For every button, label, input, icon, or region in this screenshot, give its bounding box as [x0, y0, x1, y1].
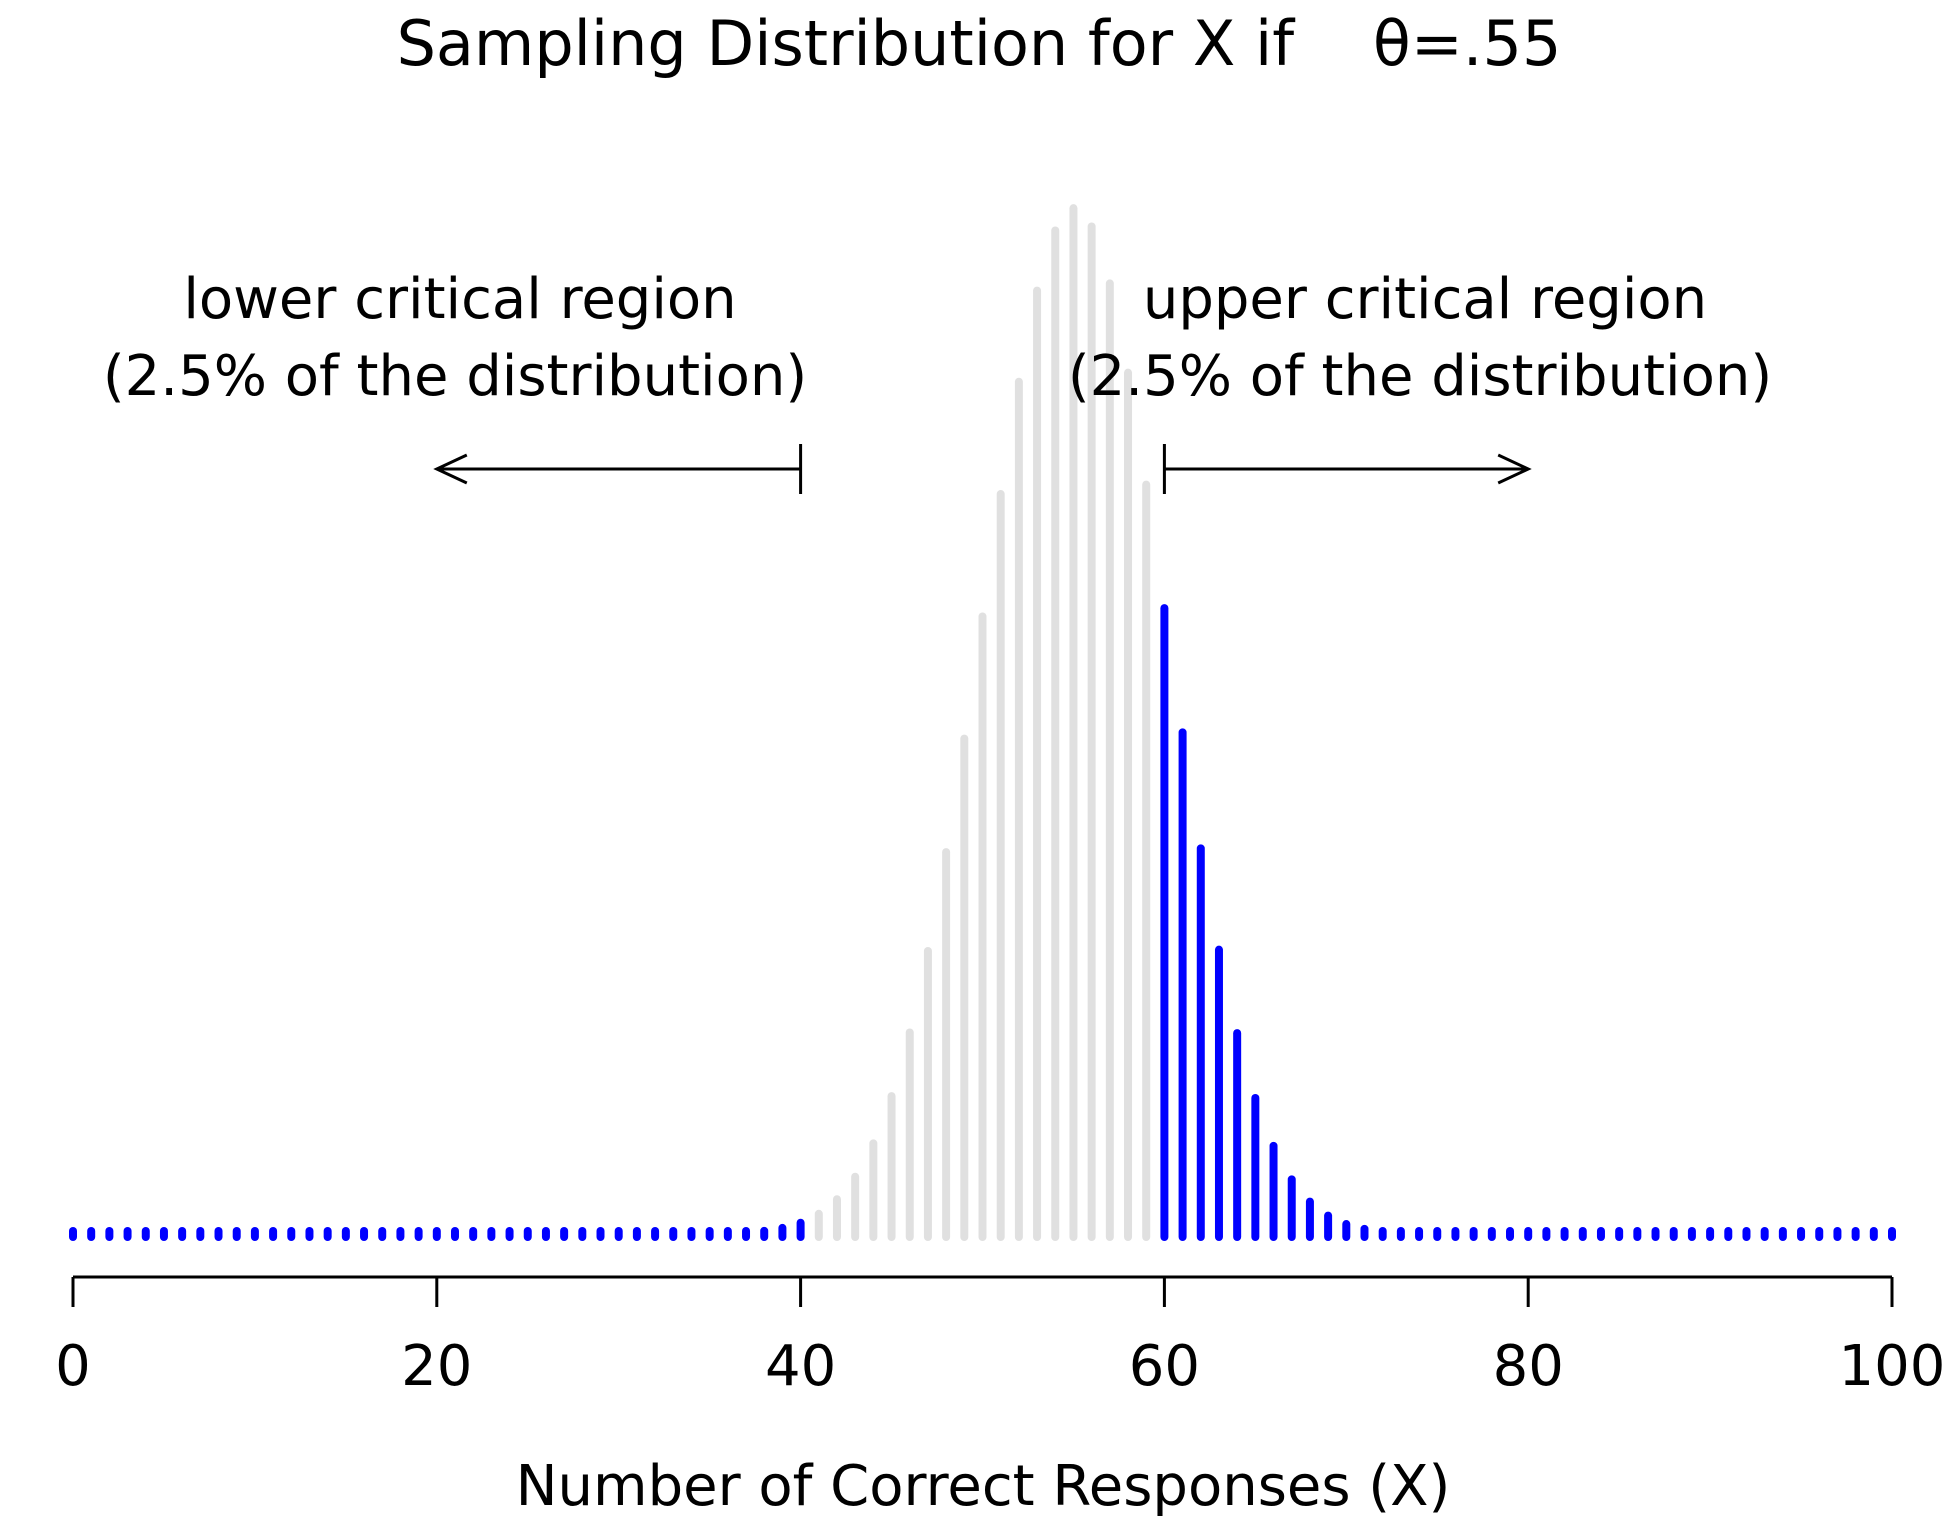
- lower-region-label-line2: (2.5% of the distribution): [103, 344, 807, 409]
- x-tick-label: 40: [765, 1334, 836, 1399]
- x-tick-label: 0: [55, 1334, 91, 1399]
- upper-region-label-line2: (2.5% of the distribution): [1068, 344, 1772, 409]
- x-axis-label: Number of Correct Responses (X): [516, 1454, 1451, 1516]
- lower-arrow-head: [433, 453, 468, 485]
- x-tick-label: 100: [1839, 1334, 1946, 1399]
- x-axis: 0 20 40 60 80 100: [55, 1275, 1946, 1399]
- upper-region-label-line1: upper critical region: [1143, 267, 1707, 332]
- annotations-layer: lower critical region (2.5% of the distr…: [103, 267, 1772, 494]
- lower-region-label-line1: lower critical region: [183, 267, 736, 332]
- x-tick-label: 20: [401, 1334, 472, 1399]
- x-tick-label: 60: [1129, 1334, 1200, 1399]
- bars-layer: [69, 204, 1896, 1241]
- upper-arrow-head: [1497, 453, 1532, 485]
- chart-title: Sampling Distribution for X if θ=.55: [397, 7, 1562, 80]
- x-tick-label: 80: [1493, 1334, 1564, 1399]
